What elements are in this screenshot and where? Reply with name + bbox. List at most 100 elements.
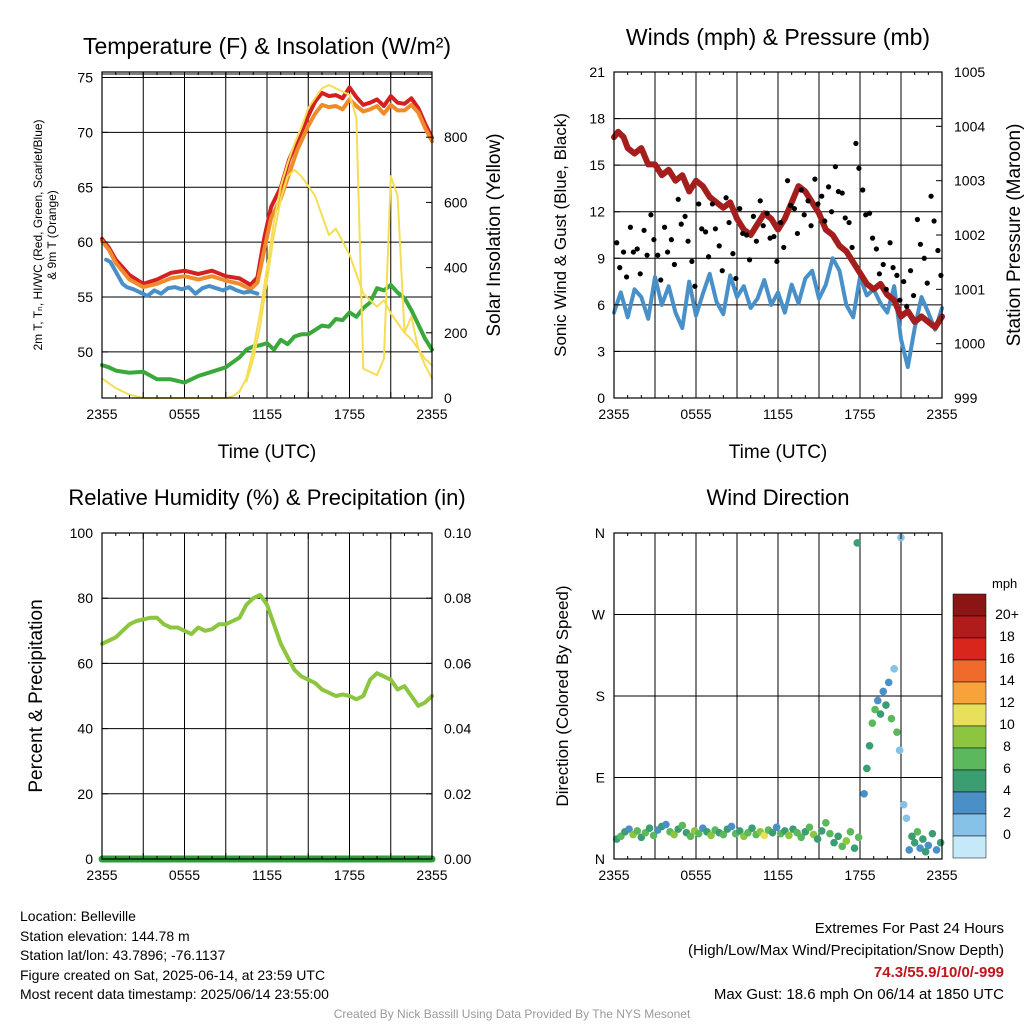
series-line-0 [100, 592, 434, 708]
y-tick-label: N [595, 525, 605, 541]
direction-point [768, 828, 777, 837]
gust-point [801, 212, 807, 218]
gust-point [907, 268, 914, 274]
legend-swatch [952, 637, 987, 661]
gust-point [869, 235, 876, 241]
panel-title: Wind Direction [706, 485, 849, 510]
x-tick-label: 0555 [169, 406, 200, 422]
gust-point [648, 212, 654, 218]
x-tick-label: 2355 [416, 867, 447, 883]
gust-point [839, 190, 845, 196]
direction-point [895, 746, 904, 755]
direction-point [670, 830, 678, 839]
gust-point [873, 246, 880, 252]
y-tick-label: 50 [77, 344, 93, 360]
y-right-tick-label: 0.02 [444, 786, 471, 802]
direction-point [921, 847, 930, 856]
direction-point [928, 829, 937, 838]
direction-point [853, 539, 862, 547]
gust-point [750, 213, 757, 219]
y-tick-label: 70 [77, 124, 93, 140]
gust-point [781, 244, 787, 251]
y-right-tick-label: 600 [444, 194, 468, 210]
gust-point [719, 268, 725, 274]
gust-point [904, 303, 910, 310]
y-axis-label: & 9m T (Orange) [45, 190, 59, 280]
series-line-1 [611, 128, 945, 331]
gust-point [743, 232, 750, 238]
gust-point [651, 237, 657, 243]
x-tick-label: 0555 [169, 867, 200, 883]
legend-label: 2 [1003, 804, 1011, 820]
direction-point [633, 827, 642, 835]
gust-point [784, 178, 791, 184]
y-right-tick-label: 999 [954, 390, 978, 406]
direction-point [785, 831, 793, 840]
gust-point [931, 218, 937, 224]
direction-point [813, 835, 822, 843]
y-right-tick-label: 1003 [954, 173, 985, 189]
y-tick-label: 20 [77, 786, 93, 802]
max-gust-text: Max Gust: 18.6 mph On 06/14 at 1850 UTC [713, 986, 1004, 1003]
y-tick-label: 6 [597, 297, 605, 313]
gust-point [819, 193, 825, 199]
y-tick-label: 12 [589, 204, 605, 220]
x-tick-label: 1155 [252, 867, 282, 883]
direction-point [924, 841, 933, 850]
x-axis-label: Time (UTC) [729, 442, 828, 463]
direction-point [879, 687, 888, 696]
gust-point [798, 187, 804, 193]
x-tick-label: 2355 [926, 406, 957, 422]
humidity-panel: 2355 0555 1155 1755 23550204060801000.000.02… [26, 485, 471, 883]
y-tick-label: S [596, 688, 605, 704]
location-text: Location: Belleville [20, 908, 136, 924]
gust-point [853, 140, 859, 147]
gust-point [825, 184, 832, 190]
x-tick-label: 1155 [252, 406, 282, 422]
direction-point [817, 827, 826, 835]
gust-point [901, 278, 907, 285]
extremes-subtitle: (High/Low/Max Wind/Precipitation/Snow De… [688, 942, 1004, 959]
y-right-tick-label: 200 [444, 325, 468, 341]
direction-point [707, 831, 715, 840]
gust-point [658, 277, 664, 283]
direction-point [694, 829, 703, 838]
gust-point [671, 261, 678, 268]
extremes-title: Extremes For Past 24 Hours [814, 920, 1004, 937]
legend-swatch [952, 813, 987, 837]
legend-swatch [952, 725, 987, 749]
legend-label: 12 [999, 694, 1015, 710]
gust-point [699, 226, 705, 232]
legend-label: 14 [999, 672, 1015, 688]
credit-text: Created By Nick Bassill Using Data Provi… [333, 1007, 691, 1021]
gust-point [630, 249, 637, 255]
x-tick-label: 2355 [598, 867, 629, 883]
direction-point [873, 696, 882, 705]
gust-point [733, 275, 739, 282]
gust-point [832, 164, 839, 170]
direction-point [805, 823, 814, 832]
direction-point [649, 831, 658, 840]
direction-point [916, 844, 924, 852]
latlon-text: Station lat/lon: 43.7896; -76.1137 [20, 947, 226, 964]
y-right-tick-label: 1005 [954, 64, 985, 80]
direction-point [876, 710, 885, 718]
y-axis-label: Percent & Precipitation [26, 599, 47, 792]
direction-point [913, 828, 922, 836]
legend-label: 8 [1003, 738, 1011, 754]
direction-point [846, 828, 855, 836]
gust-point [914, 216, 921, 223]
gust-point [716, 243, 722, 249]
gust-point [726, 219, 732, 226]
direction-point [893, 728, 901, 737]
legend-label: 18 [999, 628, 1015, 644]
legend-label: 0 [1003, 826, 1011, 842]
direction-point [678, 821, 687, 830]
gust-point [617, 265, 623, 271]
x-tick-label: 1155 [763, 406, 793, 422]
gust-point [623, 274, 630, 280]
extremes-info: Extremes For Past 24 Hours (High/Low/Max… [688, 918, 1004, 1006]
gust-point [737, 206, 743, 212]
direction-point [830, 838, 838, 847]
direction-point [826, 829, 834, 838]
